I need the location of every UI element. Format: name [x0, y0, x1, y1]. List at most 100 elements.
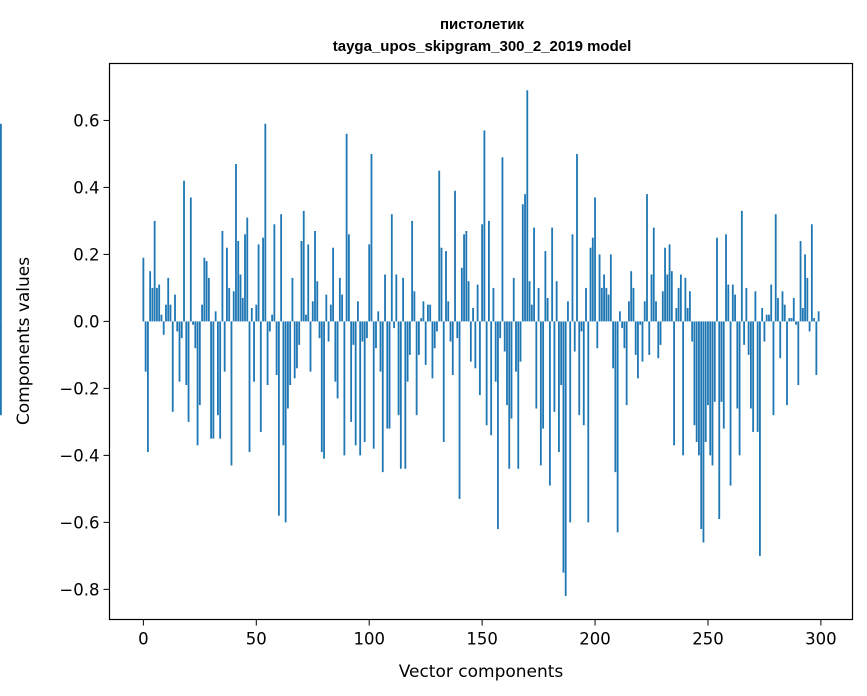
x-tick-label: 150: [466, 630, 498, 649]
bar: [212, 321, 215, 439]
bar: [284, 321, 287, 523]
bar: [481, 224, 484, 322]
bar: [795, 321, 797, 325]
bar: [535, 321, 538, 409]
bar: [628, 301, 630, 322]
bar: [357, 301, 359, 322]
bar: [571, 234, 574, 322]
bar: [682, 321, 685, 456]
bar: [257, 244, 260, 322]
bar: [327, 321, 330, 342]
bar: [815, 321, 818, 375]
bar: [564, 321, 567, 597]
bar: [176, 321, 179, 332]
bar: [266, 321, 269, 386]
bar: [738, 321, 741, 456]
bar: [293, 321, 296, 379]
bar: [0, 123, 2, 322]
y-tick-label: −0.8: [59, 580, 99, 599]
bar: [198, 321, 201, 406]
bar: [196, 321, 199, 446]
bar: [512, 277, 515, 322]
bar: [591, 237, 594, 322]
bar: [235, 163, 237, 322]
bar: [171, 321, 174, 412]
bar: [291, 277, 294, 322]
bar: [217, 321, 219, 416]
bar: [478, 321, 481, 396]
bar: [546, 297, 549, 322]
bar: [781, 291, 784, 322]
x-tick-label: 250: [692, 630, 724, 649]
bar: [241, 297, 244, 322]
bar: [670, 271, 673, 322]
bar: [768, 314, 770, 322]
y-tick-label: −0.4: [59, 446, 99, 465]
bar: [684, 277, 687, 322]
bar: [576, 153, 578, 322]
bar: [417, 321, 420, 355]
bar: [406, 321, 409, 382]
bar: [528, 281, 531, 322]
bar: [668, 244, 671, 322]
y-tick-label: 0.0: [73, 312, 99, 331]
bar: [273, 224, 276, 322]
bar: [777, 297, 779, 322]
bar: [722, 321, 725, 429]
bar: [232, 291, 235, 322]
bar: [280, 214, 283, 322]
bar: [169, 304, 172, 322]
bar: [223, 321, 226, 372]
bar: [497, 321, 499, 530]
x-tick-label: 300: [805, 630, 837, 649]
bar: [637, 321, 639, 379]
x-tick-label: 200: [579, 630, 611, 649]
bar: [503, 321, 506, 352]
chart-title: пистолетик: [440, 16, 525, 33]
bar: [359, 321, 362, 456]
bar: [390, 214, 393, 322]
bar: [287, 321, 289, 409]
bar: [393, 321, 395, 329]
bar: [630, 271, 633, 322]
bar: [508, 321, 511, 469]
y-tick-label: 0.4: [73, 178, 99, 197]
bar: [246, 217, 249, 322]
bar: [731, 284, 734, 322]
bar: [307, 244, 310, 322]
bar: [214, 311, 217, 322]
bar: [693, 321, 696, 426]
bar: [203, 257, 206, 322]
bar: [582, 321, 585, 426]
bar: [598, 254, 601, 322]
bar: [469, 321, 472, 362]
bar: [752, 321, 755, 432]
bar: [521, 204, 524, 322]
bar: [695, 321, 698, 442]
bar: [311, 301, 314, 322]
bar: [801, 308, 804, 322]
bar: [573, 321, 576, 352]
bar: [770, 284, 773, 322]
bar: [388, 321, 391, 429]
bar: [603, 274, 605, 322]
bar: [255, 304, 258, 322]
bar: [167, 277, 170, 322]
bar: [490, 321, 493, 436]
bar: [427, 304, 429, 322]
bar: [438, 170, 441, 322]
bar: [618, 311, 621, 322]
bar: [725, 234, 727, 322]
bar: [458, 321, 461, 499]
bar: [440, 247, 443, 322]
bar: [264, 123, 267, 322]
bar: [517, 321, 520, 469]
bar: [698, 321, 700, 456]
bar: [275, 321, 278, 375]
bar: [144, 321, 147, 372]
bar: [194, 321, 197, 349]
bar: [436, 321, 438, 332]
bar: [334, 321, 337, 382]
bar: [300, 241, 303, 322]
bar: [605, 287, 608, 322]
